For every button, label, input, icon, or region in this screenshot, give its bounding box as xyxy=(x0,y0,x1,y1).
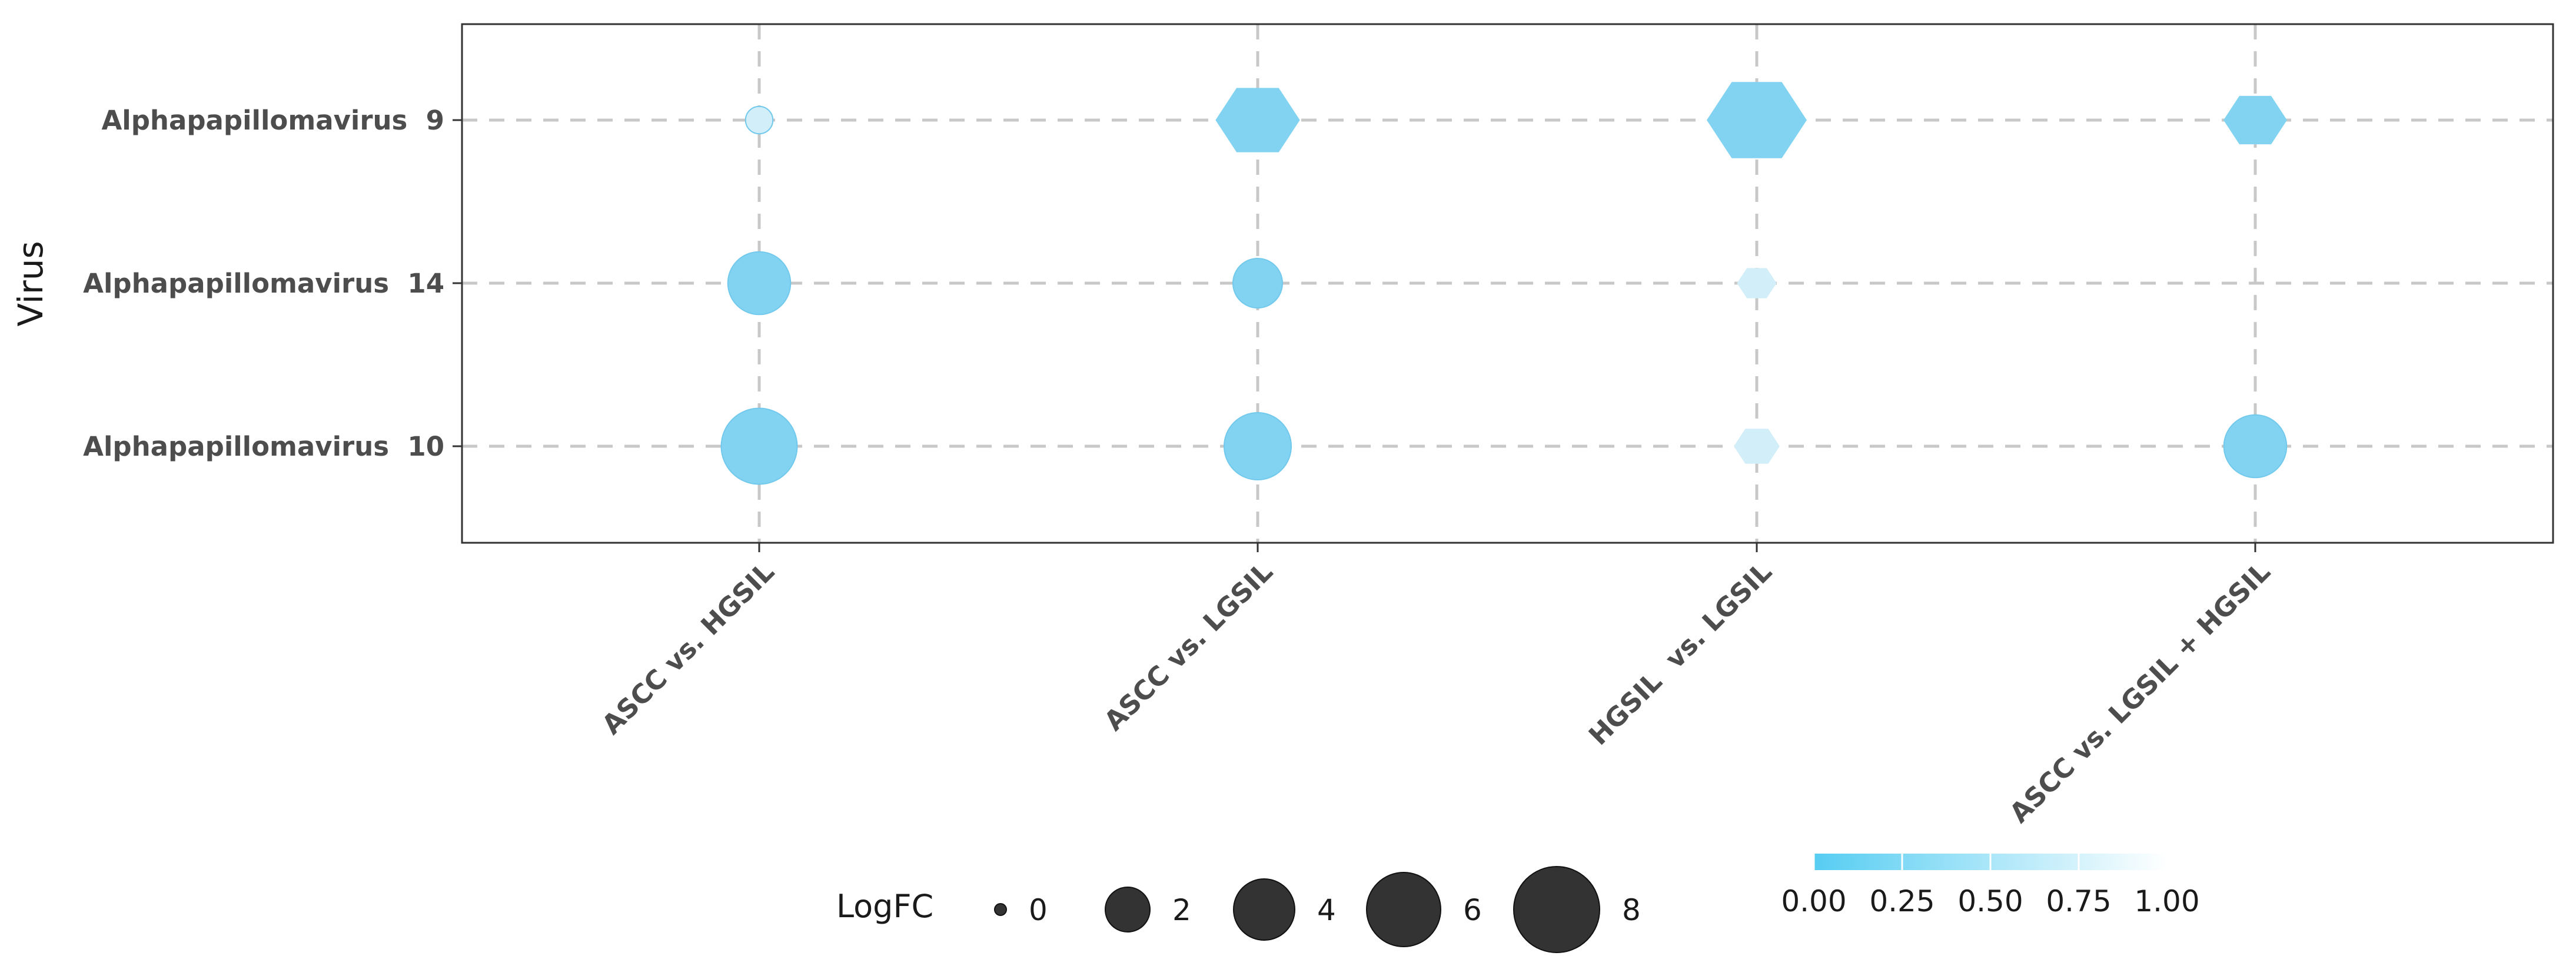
size-legend-label: 2 xyxy=(1172,893,1191,927)
data-point-circle xyxy=(744,105,774,135)
x-tick-label: ASCC vs. LGSIL + HGSIL xyxy=(2003,556,2276,829)
y-tick-label: Alphapapillomavirus 9 xyxy=(101,105,444,136)
size-legend-key xyxy=(1366,872,1441,947)
color-legend-label: 0.50 xyxy=(1957,884,2023,918)
size-legend-label: 6 xyxy=(1463,893,1482,927)
y-tick-marks xyxy=(453,119,462,447)
color-legend-label: 0.75 xyxy=(2046,884,2111,918)
size-legend-label: 8 xyxy=(1622,893,1641,927)
y-axis-label: Virus xyxy=(11,241,51,326)
data-point-hexagon xyxy=(1707,82,1807,158)
data-points xyxy=(720,82,2288,485)
y-tick-labels: Alphapapillomavirus 9 Alphapapillomavirus… xyxy=(83,105,444,462)
data-point-circle xyxy=(2223,414,2288,479)
x-tick-labels: ASCC vs. HGSIL ASCC vs. LGSIL HGSIL vs. LG… xyxy=(596,556,2276,829)
x-tick-label: ASCC vs. HGSIL xyxy=(596,556,780,740)
data-point-circle xyxy=(1224,412,1292,480)
data-point-circle xyxy=(1232,258,1283,308)
y-tick-label: Alphapapillomavirus 10 xyxy=(83,431,444,462)
x-tick-label: HGSIL vs. LGSIL xyxy=(1583,556,1778,751)
color-legend-label: 1.00 xyxy=(2134,884,2199,918)
data-point-hexagon xyxy=(2223,95,2287,145)
y-tick-label: Alphapapillomavirus 14 xyxy=(83,268,444,299)
color-legend-label: 0.25 xyxy=(1869,884,1935,918)
x-tick-label: ASCC vs. LGSIL xyxy=(1098,556,1279,736)
x-tick-marks xyxy=(758,543,2256,552)
color-legend: 0.00 0.25 0.50 0.75 1.00 xyxy=(1781,854,2200,918)
size-legend: LogFC 0 2 4 6 8 xyxy=(836,866,1641,953)
size-legend-title: LogFC xyxy=(836,888,933,925)
data-point-hexagon xyxy=(1734,429,1780,464)
size-legend-key xyxy=(1105,887,1151,933)
data-point-circle xyxy=(727,251,792,316)
size-legend-key xyxy=(1233,878,1295,941)
data-point-hexagon xyxy=(1737,268,1777,298)
size-legend-key xyxy=(994,903,1007,916)
size-legend-label: 4 xyxy=(1317,893,1336,927)
size-legend-label: 0 xyxy=(1029,893,1048,927)
data-point-circle xyxy=(720,407,798,485)
size-legend-key xyxy=(1513,866,1600,953)
data-point-hexagon xyxy=(1215,88,1300,152)
color-legend-label: 0.00 xyxy=(1781,884,1846,918)
